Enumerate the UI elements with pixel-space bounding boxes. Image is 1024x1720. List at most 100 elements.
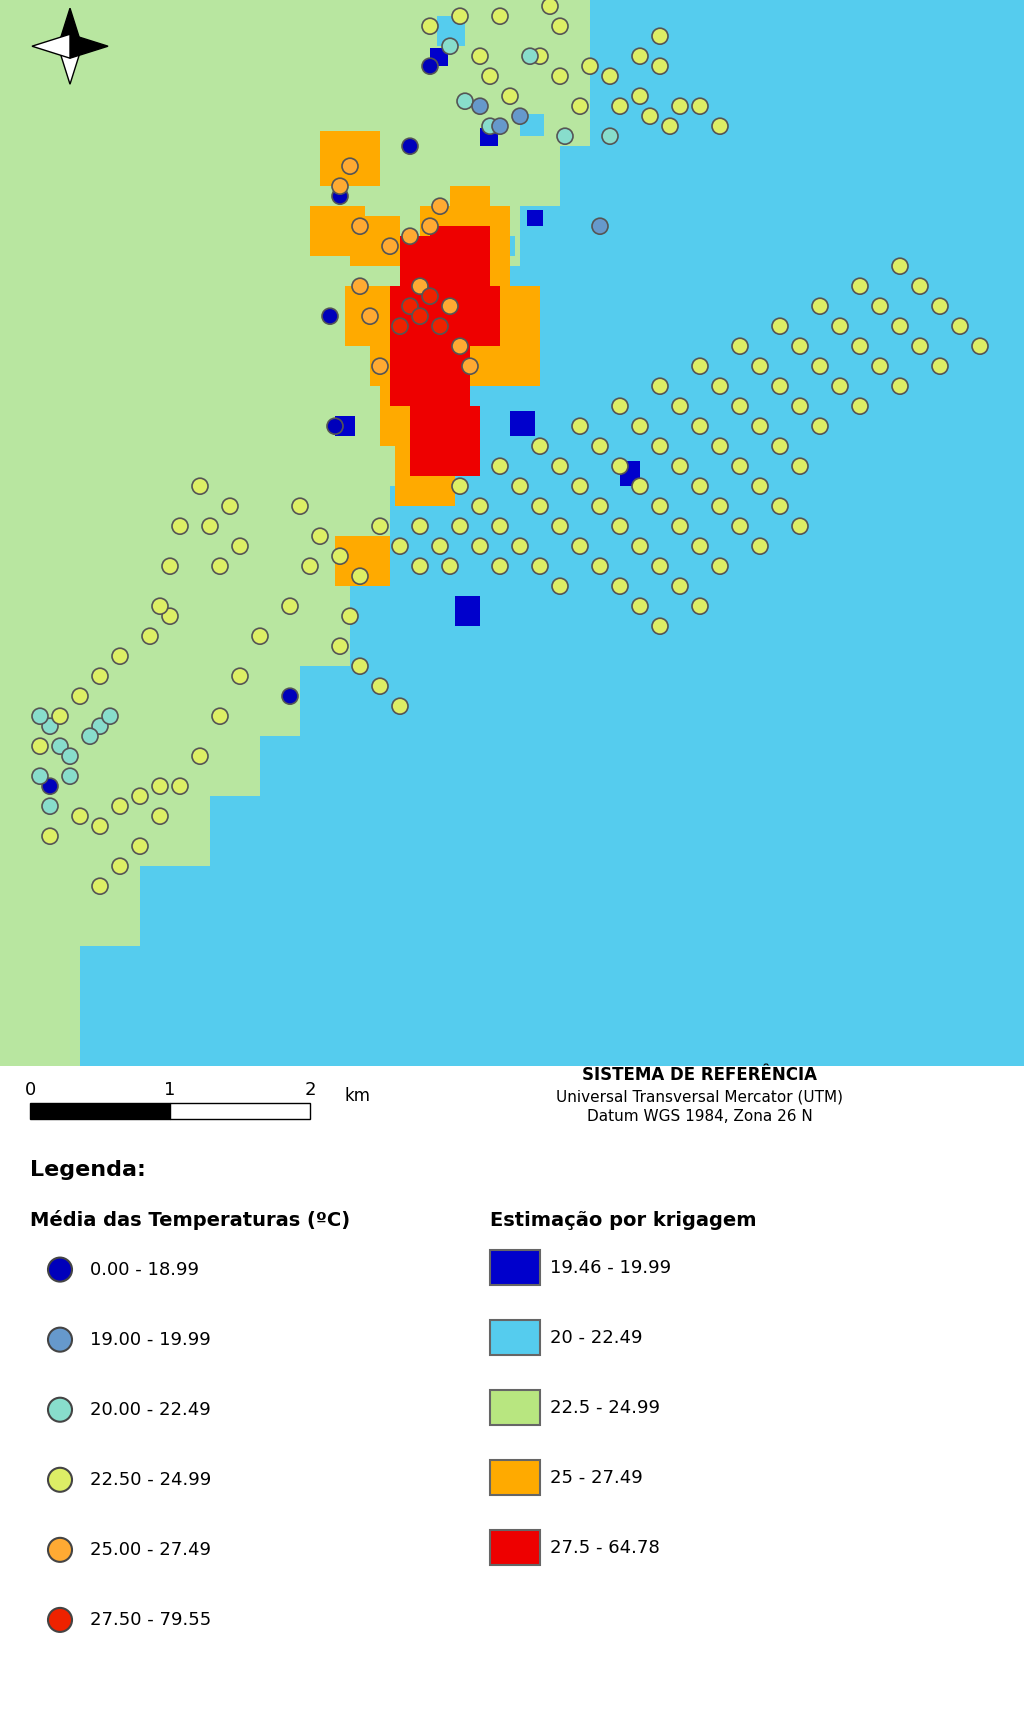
- Circle shape: [662, 119, 678, 134]
- Text: Média das Temperaturas (ºC): Média das Temperaturas (ºC): [30, 1209, 350, 1230]
- Circle shape: [592, 499, 608, 514]
- Text: 25 - 27.49: 25 - 27.49: [550, 1469, 643, 1486]
- Circle shape: [972, 339, 988, 354]
- Bar: [510, 335, 540, 366]
- Circle shape: [752, 418, 768, 433]
- Circle shape: [457, 93, 473, 108]
- Circle shape: [282, 688, 298, 703]
- Circle shape: [82, 728, 98, 745]
- Circle shape: [492, 559, 508, 574]
- Circle shape: [482, 69, 498, 84]
- Bar: [480, 286, 540, 366]
- Circle shape: [112, 798, 128, 814]
- Circle shape: [332, 549, 348, 564]
- Circle shape: [772, 378, 788, 394]
- Circle shape: [432, 538, 449, 554]
- Circle shape: [872, 358, 888, 375]
- Circle shape: [102, 709, 118, 724]
- Bar: [170, 1104, 310, 1120]
- Circle shape: [512, 538, 528, 554]
- Polygon shape: [32, 34, 70, 58]
- Bar: [455, 286, 490, 327]
- Circle shape: [162, 609, 178, 624]
- Circle shape: [492, 458, 508, 475]
- Circle shape: [452, 478, 468, 494]
- Circle shape: [132, 788, 148, 805]
- Circle shape: [152, 777, 168, 795]
- Text: SISTEMA DE REFERÊNCIA: SISTEMA DE REFERÊNCIA: [583, 1066, 817, 1084]
- Text: 0.00 - 18.99: 0.00 - 18.99: [90, 1261, 199, 1278]
- Circle shape: [352, 568, 368, 585]
- Circle shape: [632, 48, 648, 64]
- Circle shape: [332, 638, 348, 654]
- Circle shape: [402, 229, 418, 244]
- Circle shape: [422, 218, 438, 234]
- Circle shape: [92, 667, 108, 685]
- Circle shape: [412, 518, 428, 535]
- Bar: [370, 346, 410, 387]
- Circle shape: [612, 518, 628, 535]
- Circle shape: [172, 518, 188, 535]
- Circle shape: [672, 518, 688, 535]
- Circle shape: [442, 38, 458, 55]
- Polygon shape: [0, 0, 1024, 1066]
- Circle shape: [592, 559, 608, 574]
- Circle shape: [512, 478, 528, 494]
- Bar: [390, 286, 470, 406]
- Circle shape: [472, 98, 488, 114]
- Circle shape: [652, 439, 668, 454]
- Circle shape: [692, 98, 708, 114]
- Circle shape: [772, 499, 788, 514]
- Text: Legenda:: Legenda:: [30, 1159, 145, 1180]
- Bar: [319, 131, 380, 186]
- Circle shape: [422, 289, 438, 304]
- Bar: [490, 236, 515, 256]
- Circle shape: [392, 698, 408, 714]
- Circle shape: [592, 218, 608, 234]
- Text: 27.5 - 64.78: 27.5 - 64.78: [550, 1539, 659, 1557]
- Circle shape: [482, 119, 498, 134]
- Text: 27.50 - 79.55: 27.50 - 79.55: [90, 1612, 211, 1629]
- Circle shape: [362, 308, 378, 323]
- Circle shape: [193, 478, 208, 494]
- Bar: [420, 206, 460, 246]
- Circle shape: [732, 339, 748, 354]
- Circle shape: [632, 88, 648, 105]
- Circle shape: [732, 518, 748, 535]
- Circle shape: [552, 69, 568, 84]
- Bar: [620, 461, 640, 487]
- Bar: [450, 186, 490, 217]
- Circle shape: [52, 738, 68, 753]
- Circle shape: [652, 28, 668, 45]
- Bar: [395, 327, 425, 356]
- Text: 25.00 - 27.49: 25.00 - 27.49: [90, 1541, 211, 1558]
- Circle shape: [672, 458, 688, 475]
- Circle shape: [772, 439, 788, 454]
- Circle shape: [632, 478, 648, 494]
- Circle shape: [642, 108, 658, 124]
- Circle shape: [172, 777, 188, 795]
- Circle shape: [412, 559, 428, 574]
- Text: 20 - 22.49: 20 - 22.49: [550, 1328, 642, 1347]
- Circle shape: [162, 559, 178, 574]
- Circle shape: [831, 378, 848, 394]
- Circle shape: [232, 538, 248, 554]
- Bar: [437, 15, 465, 46]
- Circle shape: [312, 528, 328, 544]
- Circle shape: [302, 559, 318, 574]
- Text: Estimação por krigagem: Estimação por krigagem: [490, 1211, 757, 1230]
- Circle shape: [392, 538, 408, 554]
- Circle shape: [692, 478, 708, 494]
- Circle shape: [612, 399, 628, 415]
- Circle shape: [452, 339, 468, 354]
- Circle shape: [572, 418, 588, 433]
- Circle shape: [692, 418, 708, 433]
- Circle shape: [612, 98, 628, 114]
- Circle shape: [48, 1538, 72, 1562]
- Circle shape: [732, 458, 748, 475]
- Circle shape: [48, 1467, 72, 1491]
- Circle shape: [422, 19, 438, 34]
- Circle shape: [952, 318, 968, 334]
- Circle shape: [812, 418, 828, 433]
- Circle shape: [442, 559, 458, 574]
